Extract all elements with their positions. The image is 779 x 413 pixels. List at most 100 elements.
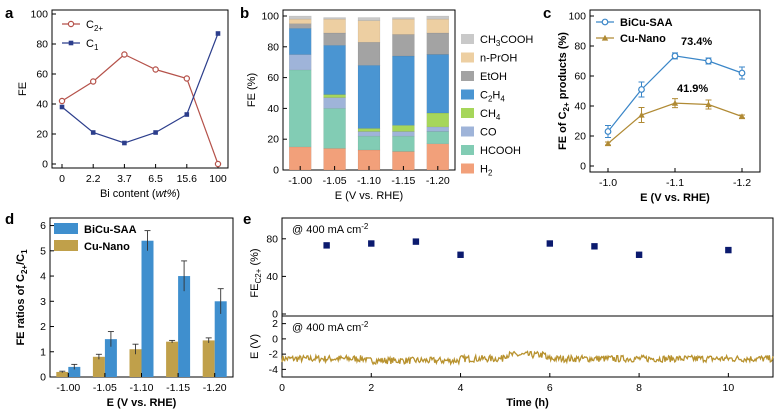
panel-d-xlabel: E (V vs. RHE) (107, 397, 177, 409)
panel-e-fe-point (546, 240, 554, 247)
panel-b-ytick-label: 0 (273, 165, 279, 177)
panel-e-fe-point (368, 240, 375, 247)
panel-c-ytick-label: 100 (568, 11, 586, 23)
panel-b-bar-segment (426, 112, 449, 128)
panel-b-bar-segment (392, 55, 415, 126)
panel-b-bar-segment (289, 69, 312, 148)
panel-b-legend-swatch (461, 71, 474, 81)
panel-b-bar-segment (426, 15, 449, 20)
panel-c-point (671, 99, 679, 106)
panel-b-bar-segment (323, 45, 346, 95)
panel-b-bar-segment (323, 32, 346, 46)
panel-d-ytick-label: 2 (40, 321, 46, 333)
panel-c-ytick-label: 60 (574, 71, 586, 83)
panel-e-bottom-ytick-label: 2 (272, 318, 278, 330)
panel-letter-d: d (5, 211, 14, 228)
panel-b-bar-segment (357, 65, 381, 129)
panel-d-bar (92, 356, 105, 377)
panel-e-bottom-ylabel: E (V) (249, 334, 261, 359)
panel-d-ylabel: FE ratios of C2+/C1 (15, 249, 29, 346)
panel-e-top-ytick-label: 80 (266, 233, 278, 245)
panel-b-xlabel: E (V vs. RHE) (335, 190, 403, 202)
panel-e-fe-point (412, 238, 420, 245)
panel-a-ylabel: FE (17, 82, 29, 96)
panel-b-legend-swatch (461, 145, 474, 155)
panel-a-xtick-label: 2.2 (86, 173, 101, 185)
panel-a-ytick-label: 40 (36, 99, 48, 111)
panel-a-point (184, 112, 190, 117)
panel-a-xtick-label: 3.7 (117, 173, 132, 185)
panel-c-point (671, 52, 679, 60)
panel-b-bar-segment (289, 28, 312, 55)
panel-b-legend-label: C2H4 (480, 90, 505, 104)
panel-b-legend-label: EtOH (480, 71, 507, 83)
panel-d-ytick-label: 6 (40, 220, 46, 232)
panel-d-bar (202, 340, 215, 377)
panel-e-xtick-label: 2 (368, 382, 374, 394)
panel-b-legend-label: H2 (480, 164, 493, 178)
panel-b-ytick-label: 20 (267, 134, 279, 146)
panel-b-bar-segment (392, 17, 415, 20)
panel-b-xtick-label: -1.20 (426, 175, 450, 187)
panel-b-legend-label: CH3COOH (480, 34, 533, 48)
panel-a-legend-label: C2+ (86, 19, 103, 33)
panel-d-bar (141, 240, 154, 377)
panel-b-bar-segment (426, 18, 449, 34)
panel-b-legend-swatch (461, 126, 474, 137)
panel-a-point (121, 51, 128, 58)
panel-d-bar (56, 371, 69, 377)
panel-b-bar-segment (357, 41, 381, 66)
panel-d-ytick-label: 4 (40, 271, 46, 283)
panel-b-xtick-label: -1.10 (357, 175, 381, 187)
panel-a-point (89, 78, 97, 85)
panel-b-bar-segment (392, 131, 415, 137)
panel-a-legend-marker (67, 20, 75, 28)
panel-c-legend-label: BiCu-SAA (620, 17, 673, 29)
panel-c-annotation: 73.4% (681, 36, 712, 48)
panel-c-xtick-label: -1.1 (666, 177, 684, 189)
panel-b-bar-segment (289, 18, 312, 24)
panel-e-bottom-ytick-label: -4 (269, 364, 278, 376)
panel-b-bar-segment (323, 97, 346, 109)
panel-b-bar-segment (426, 32, 449, 55)
panel-d-legend-label: BiCu-SAA (84, 224, 137, 236)
panel-c-point (638, 111, 645, 118)
panel-d-chart: 0 1 2 3 4 5 6 -1.00 -1.05 -1.10 -1.15 -1.20 E (V vs.… (15, 217, 234, 409)
panel-a-series-line (61, 53, 219, 165)
panel-a-legend-label: C1 (86, 38, 99, 52)
panel-e-xtick-label: 6 (547, 382, 553, 394)
panel-a-point (58, 97, 66, 105)
panel-e-bottom-annotation: @ 400 mA cm-2 (292, 320, 369, 334)
panel-e-bottom-ytick-label: 0 (272, 333, 278, 345)
panel-e-xtick-label: 10 (723, 382, 735, 394)
panel-b-bar-segment (357, 128, 381, 132)
panel-b-legend-swatch (461, 89, 474, 100)
panel-letter-b: b (240, 5, 249, 22)
panel-a-point (214, 160, 222, 168)
panel-c-point (604, 140, 612, 147)
panel-a-frame (51, 9, 229, 169)
panel-e-xlabel: Time (h) (506, 397, 549, 409)
panel-a-xtick-label: 0 (59, 173, 65, 185)
panel-d-ytick-label: 0 (40, 372, 46, 384)
panel-b-bar-segment (289, 15, 312, 20)
panel-b-legend-swatch (461, 52, 474, 63)
panel-b-legend-label: CO (480, 127, 497, 139)
panel-b-legend-swatch (461, 34, 474, 44)
panel-a-ytick-label: 0 (42, 159, 48, 171)
panel-e-top-ylabel: FEC2+ (%) (249, 248, 263, 297)
panel-b-bar-segment (323, 108, 346, 149)
panel-c-point (738, 113, 746, 120)
panel-c-ytick-label: 80 (574, 41, 586, 53)
panel-b-bar-segment (392, 18, 415, 35)
panel-b-bar-segment (357, 17, 381, 21)
panel-c-ytick-label: 20 (574, 131, 586, 143)
panel-b-bar-segment (426, 131, 449, 145)
panel-b-legend-swatch (461, 108, 474, 118)
panel-c-legend-marker (601, 18, 609, 26)
panel-b-bar-segment (323, 18, 346, 34)
panel-letter-a: a (5, 5, 14, 22)
panel-a-xtick-label: 15.6 (177, 173, 198, 185)
